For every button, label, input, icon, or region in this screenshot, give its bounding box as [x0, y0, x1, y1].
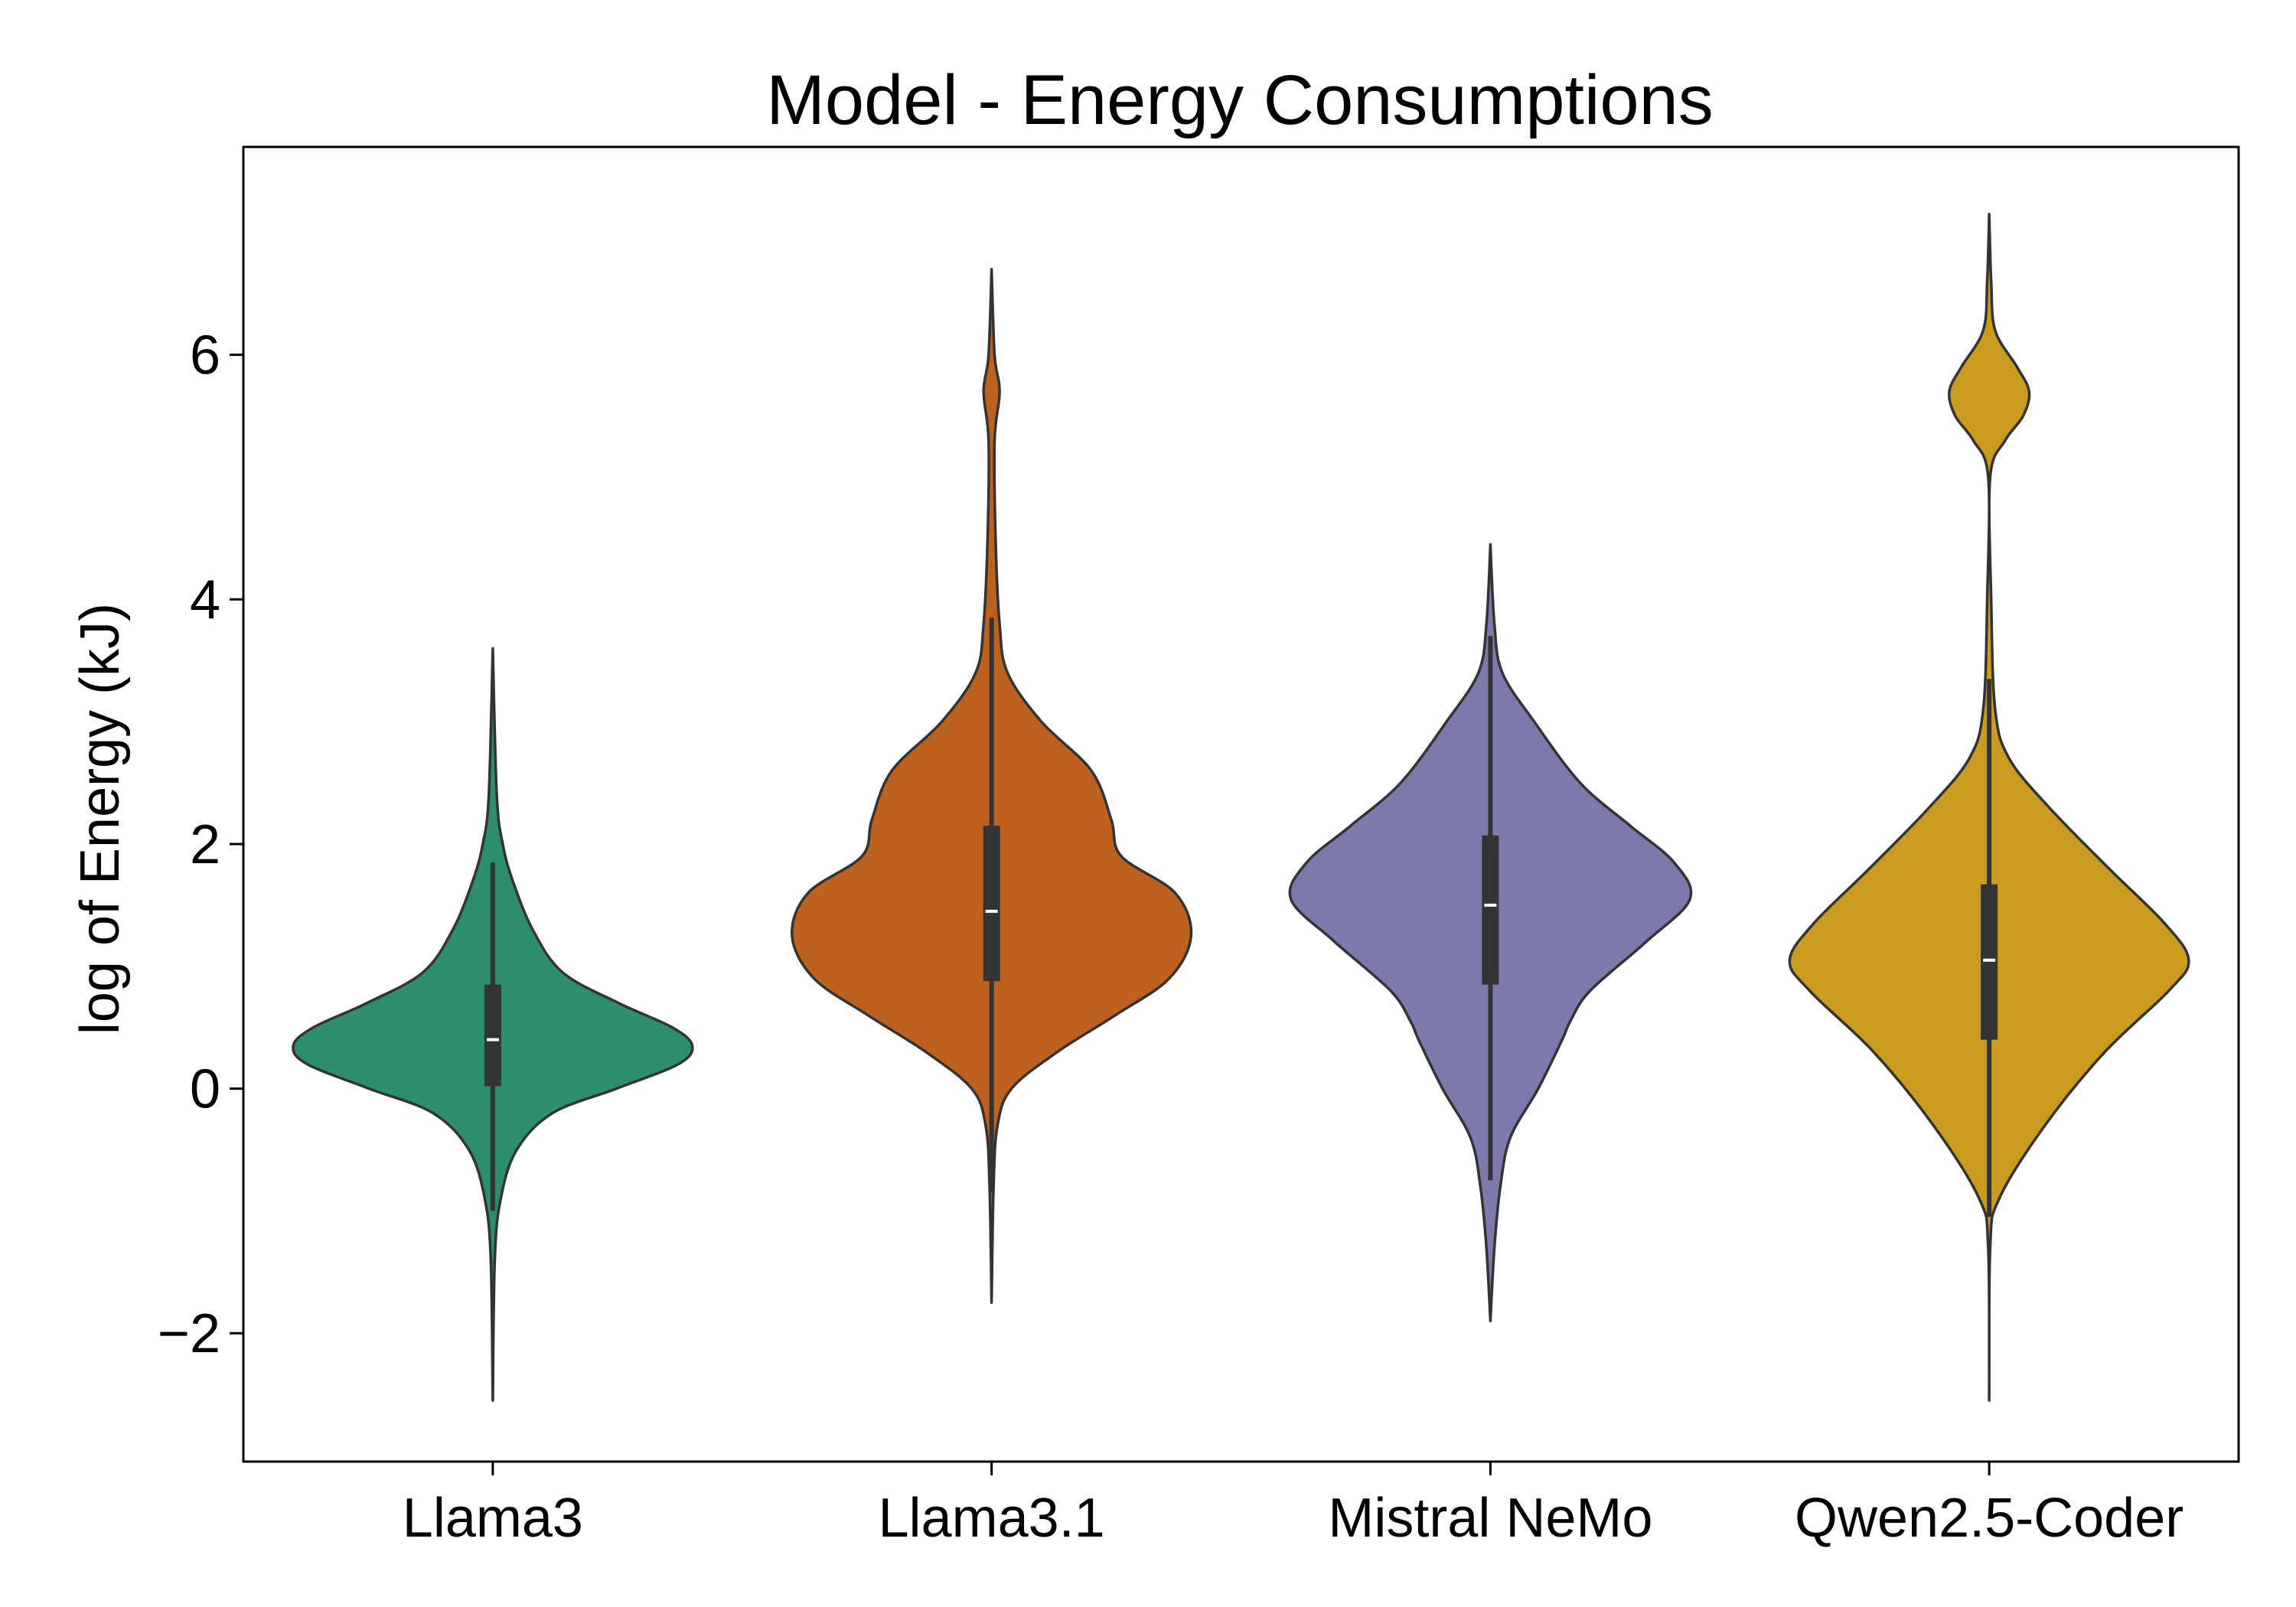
y-axis: −2 0 2 4 6	[158, 325, 243, 1364]
x-tick-label-3: Qwen2.5-Coder	[1795, 1488, 2183, 1549]
y-axis-label: log of Energy (kJ)	[70, 603, 131, 1035]
x-tick-label-0: Llama3	[403, 1488, 583, 1549]
x-axis: Llama3 Llama3.1 Mistral NeMo Qwen2.5-Coder	[403, 1462, 2183, 1549]
y-tick-label-0: −2	[158, 1303, 220, 1364]
iqr-box-1	[983, 825, 1000, 981]
iqr-box-0	[484, 984, 501, 1087]
plot-frame	[242, 145, 2240, 1463]
y-tick-label-2: 2	[190, 814, 220, 875]
iqr-box-3	[1981, 884, 1998, 1040]
iqr-box-2	[1482, 835, 1499, 985]
box-group	[484, 618, 1998, 1217]
y-tick-label-1: 0	[190, 1059, 220, 1120]
x-tick-label-2: Mistral NeMo	[1328, 1488, 1652, 1549]
x-tick-label-1: Llama3.1	[879, 1488, 1105, 1549]
chart-title: Model - Energy Consumptions	[766, 61, 1713, 139]
y-tick-label-4: 6	[190, 325, 220, 386]
y-tick-label-3: 4	[190, 569, 220, 631]
